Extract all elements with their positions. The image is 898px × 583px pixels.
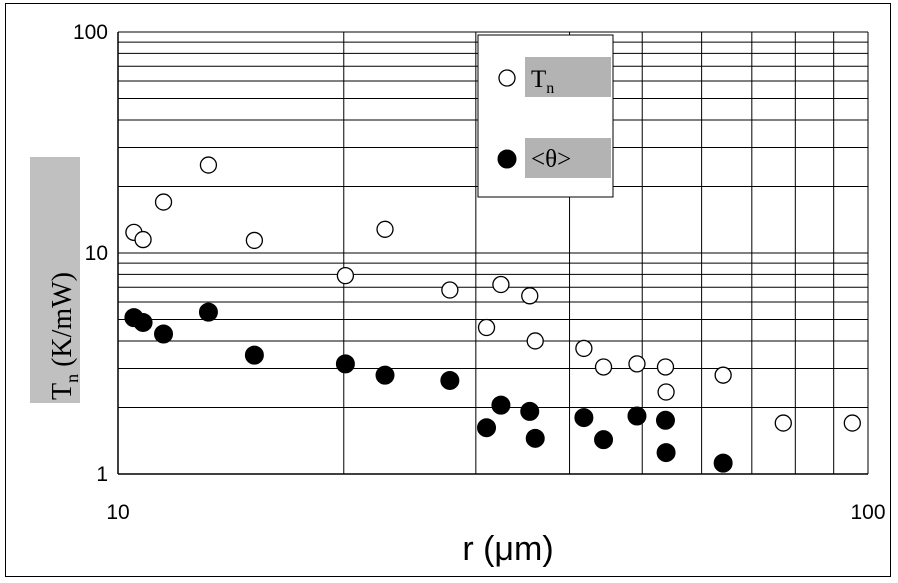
theta-point bbox=[133, 312, 153, 332]
y-axis-title-group: Tn (K/mW) bbox=[30, 157, 82, 403]
tn-point bbox=[441, 281, 459, 299]
x-axis-title: r (μm) bbox=[462, 530, 553, 568]
theta-point bbox=[244, 345, 264, 365]
tn-point bbox=[336, 266, 355, 285]
tn-point bbox=[154, 193, 173, 211]
theta-point bbox=[335, 354, 355, 374]
theta-point bbox=[154, 324, 174, 344]
tn-point bbox=[657, 383, 675, 401]
tn-point bbox=[575, 339, 593, 358]
legend-label-tn-main: T bbox=[531, 66, 546, 93]
theta-point bbox=[477, 418, 497, 438]
tn-point bbox=[656, 358, 675, 376]
y-axis-title-main: T bbox=[47, 383, 78, 400]
tick-labels: 10 100 1 10 100 bbox=[73, 21, 886, 524]
tn-point bbox=[245, 231, 264, 250]
tn-point bbox=[376, 220, 394, 238]
tn-point bbox=[521, 287, 539, 305]
y-axis-title-sub: n bbox=[62, 374, 82, 383]
y-tick-label: 1 bbox=[96, 463, 108, 486]
y-axis-title-rest: (K/mW) bbox=[47, 272, 78, 374]
y-tick-label: 10 bbox=[85, 242, 108, 265]
legend-label-bg bbox=[525, 57, 611, 97]
data-points bbox=[124, 156, 861, 473]
x-tick-label: 100 bbox=[850, 501, 885, 524]
tn-point bbox=[199, 156, 218, 174]
theta-point bbox=[198, 302, 218, 322]
y-axis-title: Tn (K/mW) bbox=[47, 272, 82, 400]
y-axis-title-rotated: Tn (K/mW) bbox=[47, 272, 82, 400]
tn-point bbox=[714, 366, 732, 384]
theta-point bbox=[525, 428, 545, 448]
theta-point bbox=[574, 408, 594, 428]
theta-point bbox=[491, 395, 511, 415]
tn-point bbox=[134, 230, 152, 249]
legend-marker-tn bbox=[498, 69, 516, 87]
y-axis-title-bg bbox=[30, 157, 80, 403]
tn-point bbox=[526, 332, 544, 350]
theta-point bbox=[520, 401, 540, 421]
legend-label-theta: <θ> bbox=[531, 146, 571, 173]
tn-point bbox=[477, 318, 496, 337]
legend-label-tn-sub: n bbox=[546, 80, 554, 97]
theta-point bbox=[594, 430, 614, 450]
x-axis-title-group: r (μm) bbox=[462, 530, 553, 568]
theta-point bbox=[656, 443, 676, 463]
tn-point bbox=[594, 358, 613, 376]
tn-point bbox=[492, 275, 510, 294]
legend-label-bg bbox=[525, 138, 611, 178]
theta-point bbox=[627, 406, 647, 426]
legend-marker-theta bbox=[497, 149, 517, 169]
theta-point bbox=[655, 410, 675, 430]
legend: Tn <θ> bbox=[477, 34, 614, 198]
theta-point bbox=[375, 365, 395, 385]
legend-label-tn: Tn bbox=[531, 66, 554, 97]
tn-point bbox=[843, 414, 861, 432]
x-tick-label: 10 bbox=[106, 501, 129, 524]
tn-point bbox=[774, 414, 792, 432]
theta-point bbox=[440, 370, 460, 390]
tn-point bbox=[628, 355, 646, 373]
theta-point bbox=[713, 453, 733, 473]
y-tick-label: 100 bbox=[73, 21, 108, 44]
